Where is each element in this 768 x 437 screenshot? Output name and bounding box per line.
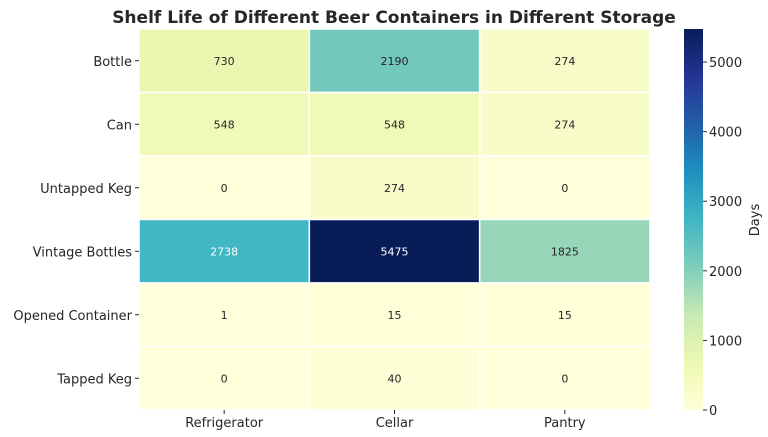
heatmap-cell — [308, 155, 481, 221]
heatmap-cell — [138, 28, 311, 94]
heatmap-cells: 730 2190 274 548 548 274 0 274 0 2738 5475 1825 1 15 1… — [138, 28, 651, 411]
heatmap-cell — [308, 282, 481, 348]
heatmap-cell — [478, 91, 651, 157]
cell-value-label: 0 — [561, 372, 568, 385]
cell-value-label: 1825 — [551, 245, 579, 258]
row-label: Vintage Bottles — [33, 245, 133, 260]
colorbar-label: Days — [748, 204, 763, 237]
cell-value-label: 15 — [388, 309, 402, 322]
heatmap-cell — [478, 218, 651, 284]
chart-title: Shelf Life of Different Beer Containers … — [112, 8, 676, 28]
heatmap-cell — [478, 28, 651, 94]
colorbar — [684, 29, 703, 410]
heatmap-cell — [308, 28, 481, 94]
column-label: Refrigerator — [185, 416, 264, 431]
colorbar-tick-label: 5000 — [709, 56, 742, 71]
row-label: Can — [107, 118, 132, 133]
cell-value-label: 548 — [384, 118, 405, 131]
row-label: Untapped Keg — [40, 182, 132, 197]
cell-value-label: 0 — [561, 182, 568, 195]
colorbar-ticks: 0 1000 2000 3000 4000 5000 — [703, 56, 742, 419]
cell-value-label: 274 — [554, 118, 575, 131]
row-label: Opened Container — [13, 309, 132, 324]
colorbar-tick-label: 4000 — [709, 126, 742, 141]
cell-value-label: 0 — [221, 372, 228, 385]
cell-value-label: 0 — [221, 182, 228, 195]
heatmap-cell — [308, 345, 481, 411]
colorbar-tick-label: 0 — [709, 404, 717, 419]
cell-value-label: 1 — [221, 309, 228, 322]
cell-value-label: 730 — [214, 55, 235, 68]
row-labels: Bottle Can Untapped Keg Vintage Bottles Open… — [13, 55, 139, 387]
cell-value-label: 2190 — [381, 55, 409, 68]
cell-value-label: 5475 — [381, 245, 409, 258]
cell-value-label: 40 — [388, 372, 402, 385]
cell-value-label: 274 — [554, 55, 575, 68]
heatmap-cell — [138, 218, 311, 284]
row-label: Tapped Keg — [56, 372, 132, 387]
colorbar-tick-label: 2000 — [709, 265, 742, 280]
cell-value-label: 548 — [214, 118, 235, 131]
heatmap-cell — [478, 345, 651, 411]
column-labels: Refrigerator Cellar Pantry — [185, 410, 586, 431]
column-label: Pantry — [544, 416, 586, 431]
cell-value-label: 15 — [558, 309, 572, 322]
colorbar-tick-label: 3000 — [709, 195, 742, 210]
cell-value-label: 274 — [384, 182, 405, 195]
cell-value-label: 2738 — [210, 245, 238, 258]
column-label: Cellar — [376, 416, 414, 431]
colorbar-tick-label: 1000 — [709, 334, 742, 349]
row-label: Bottle — [93, 55, 132, 70]
